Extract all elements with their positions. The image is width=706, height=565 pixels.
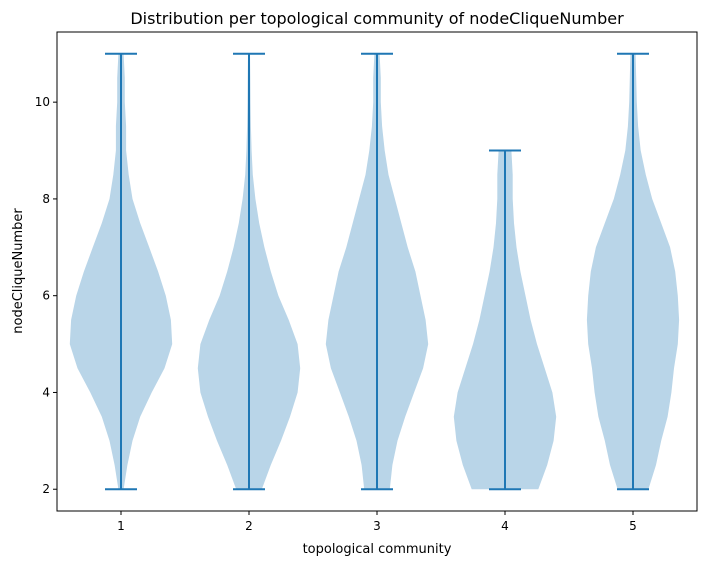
chart-title: Distribution per topological community o…	[130, 9, 624, 28]
violin-group	[69, 52, 680, 491]
y-axis-ticks: 2 4 6 8 10	[35, 95, 57, 496]
y-axis-label: nodeCliqueNumber	[11, 208, 26, 334]
y-tick-label-5: 10	[35, 95, 50, 109]
y-tick-label-3: 6	[42, 289, 50, 303]
x-tick-label-1: 1	[117, 519, 125, 533]
x-axis-label: topological community	[303, 542, 452, 557]
y-tick-label-4: 8	[42, 192, 50, 206]
x-tick-label-4: 4	[501, 519, 509, 533]
y-tick-label-2: 4	[42, 385, 50, 399]
x-tick-label-3: 3	[373, 519, 381, 533]
x-tick-label-5: 5	[629, 519, 637, 533]
y-tick-label-1: 2	[42, 482, 50, 496]
x-tick-label-2: 2	[245, 519, 253, 533]
x-axis-ticks: 1 2 3 4 5	[117, 511, 637, 533]
